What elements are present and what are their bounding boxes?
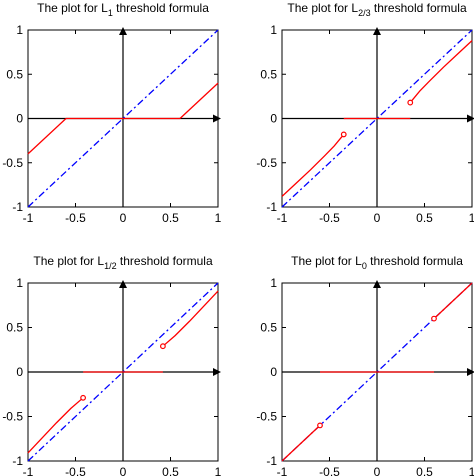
chart-title-suffix: threshold formula — [371, 1, 467, 15]
subplot-3: The plot for L1/2 threshold formula -1 -0.… — [2, 254, 221, 476]
x-tick-label: -0.5 — [65, 465, 86, 476]
y-tick-label: 0 — [270, 365, 277, 379]
y-axis-arrow-icon — [373, 280, 381, 288]
chart-title: The plot for L1 threshold formula — [37, 1, 209, 18]
x-tick-label: -1 — [277, 211, 288, 225]
y-tick-label: 0.5 — [6, 67, 23, 81]
y-tick-label: -0.5 — [2, 156, 23, 170]
jump-point-marker — [80, 394, 86, 401]
threshold-curve-segment — [281, 424, 321, 462]
chart-title-subscript: 1 — [108, 8, 113, 18]
threshold-curve-segment — [409, 40, 473, 103]
subplot-2: The plot for L2/3 threshold formula -1 -0.… — [256, 1, 474, 225]
y-tick-label: 1 — [16, 276, 23, 290]
chart-title-suffix: threshold formula — [113, 1, 209, 15]
x-tick-label: 0 — [374, 465, 381, 476]
y-tick-label: 1 — [16, 23, 23, 37]
y-tick-label: -1 — [266, 200, 277, 214]
y-tick-label: 0 — [16, 365, 23, 379]
x-tick-label: 1 — [469, 465, 474, 476]
y-axis-arrow-icon — [119, 27, 127, 35]
jump-point-marker — [317, 422, 323, 429]
y-tick-label: -0.5 — [2, 410, 23, 424]
x-axis-arrow-icon — [467, 114, 474, 123]
x-tick-label: 1 — [215, 465, 222, 476]
y-tick-label: 0.5 — [6, 321, 23, 335]
x-tick-label: -0.5 — [65, 211, 86, 225]
x-tick-label: 0 — [120, 465, 127, 476]
threshold-curve-segment — [27, 118, 67, 155]
x-tick-label: 0 — [120, 211, 127, 225]
y-tick-label: 1 — [270, 23, 277, 37]
subplot-4: The plot for L0 threshold formula-1 -0.5 0… — [256, 254, 474, 476]
y-tick-label: -1 — [12, 200, 23, 214]
chart-title-subscript: 1/2 — [104, 261, 117, 271]
y-tick-label: 0 — [16, 112, 23, 126]
jump-point-marker — [407, 99, 414, 106]
chart-title-prefix: The plot for L — [37, 1, 108, 15]
chart-title-subscript: 2/3 — [358, 8, 371, 18]
x-tick-label: -1 — [277, 465, 288, 476]
chart-title: The plot for L2/3 threshold formula — [287, 1, 467, 18]
y-tick-label: -1 — [12, 454, 23, 468]
x-tick-label: 0.5 — [416, 211, 433, 225]
chart-title-suffix: threshold formula — [117, 254, 213, 268]
y-axis-arrow-icon — [373, 27, 381, 35]
y-axis-arrow-icon — [119, 280, 127, 288]
y-tick-label: 0.5 — [260, 67, 277, 81]
x-axis-arrow-icon — [213, 114, 221, 123]
threshold-curve-segment — [281, 134, 345, 197]
threshold-curve-segment — [179, 82, 219, 119]
jump-point-marker — [431, 315, 437, 322]
y-tick-label: 1 — [270, 276, 277, 290]
chart-title-prefix: The plot for L — [33, 254, 104, 268]
y-tick-label: 0 — [270, 112, 277, 126]
identity-line — [27, 29, 219, 208]
x-tick-label: 0 — [374, 211, 381, 225]
x-tick-label: -1 — [23, 211, 34, 225]
y-tick-label: -1 — [266, 454, 277, 468]
jump-point-marker — [159, 343, 166, 350]
x-tick-label: -0.5 — [319, 211, 340, 225]
jump-point-marker — [340, 131, 347, 138]
x-axis-arrow-icon — [467, 368, 474, 376]
chart-title-prefix: The plot for L — [291, 254, 362, 268]
chart-title-prefix: The plot for L — [287, 1, 358, 15]
chart-title-subscript: 0 — [362, 261, 367, 271]
y-tick-label: -0.5 — [256, 410, 277, 424]
subplot-1: The plot for L1 threshold formula-1 -0.5 0… — [2, 1, 221, 225]
x-tick-label: 1 — [215, 211, 222, 225]
y-tick-label: -0.5 — [256, 156, 277, 170]
x-axis-arrow-icon — [213, 368, 221, 376]
chart-title: The plot for L1/2 threshold formula — [33, 254, 213, 271]
x-tick-label: -1 — [23, 465, 34, 476]
x-tick-label: 0.5 — [162, 465, 179, 476]
x-tick-label: 1 — [469, 211, 474, 225]
x-tick-label: -0.5 — [319, 465, 340, 476]
chart-title-suffix: threshold formula — [367, 254, 463, 268]
x-tick-label: 0.5 — [416, 465, 433, 476]
threshold-curve-segment — [433, 282, 473, 320]
chart-title: The plot for L0 threshold formula — [291, 254, 463, 271]
threshold-curve-segment — [27, 397, 84, 454]
identity-line — [281, 29, 473, 208]
y-tick-label: 0.5 — [260, 321, 277, 335]
x-tick-label: 0.5 — [162, 211, 179, 225]
threshold-curve-segment — [162, 290, 219, 347]
